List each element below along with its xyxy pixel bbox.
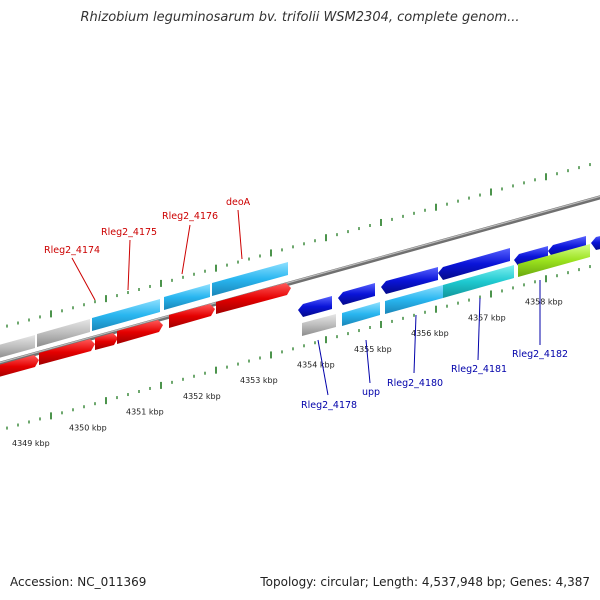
label-rleg2-4176[interactable]: Rleg2_4176 xyxy=(162,211,218,222)
cds-reverse-5[interactable] xyxy=(514,246,548,267)
kbp-label: 4355 kbp xyxy=(354,345,392,354)
reverse-cds-track xyxy=(298,235,600,317)
gene-grey-upper-2[interactable] xyxy=(37,319,90,347)
kbp-label: 4356 kbp xyxy=(411,329,449,338)
forward-cds-track xyxy=(0,283,291,378)
gene-rleg2-4182[interactable] xyxy=(518,244,590,277)
gene-rleg2-4178[interactable] xyxy=(302,314,336,336)
kbp-label: 4351 kbp xyxy=(126,408,164,417)
label-rleg2-4182[interactable]: Rleg2_4182 xyxy=(512,349,568,360)
label-rleg2-4175[interactable]: Rleg2_4175 xyxy=(101,227,157,238)
gene-rleg2-4176[interactable] xyxy=(164,284,210,310)
kbp-label: 4358 kbp xyxy=(525,298,563,307)
tick-row-bottom xyxy=(6,265,591,430)
label-upp[interactable]: upp xyxy=(362,387,380,398)
gene-labels-top: Rleg2_4174 Rleg2_4175 Rleg2_4176 deoA xyxy=(44,197,251,256)
cds-forward-2[interactable] xyxy=(39,339,95,365)
label-rleg2-4174[interactable]: Rleg2_4174 xyxy=(44,245,100,256)
cds-reverse-3[interactable] xyxy=(381,267,438,294)
label-rleg2-4181[interactable]: Rleg2_4181 xyxy=(451,364,507,375)
backbone xyxy=(0,195,600,366)
gene-grey-upper-1[interactable] xyxy=(0,335,35,359)
tick-row-top xyxy=(6,163,591,328)
kbp-labels: 4349 kbp 4350 kbp 4351 kbp 4352 kbp 4353 kbp… xyxy=(12,298,563,448)
cds-forward-1[interactable] xyxy=(0,355,39,378)
cds-reverse-1[interactable] xyxy=(298,296,332,317)
label-rleg2-4180[interactable]: Rleg2_4180 xyxy=(387,378,443,389)
cds-reverse-7[interactable] xyxy=(591,235,600,250)
cds-reverse-6[interactable] xyxy=(548,236,586,258)
gene-rleg2-4175[interactable] xyxy=(92,299,160,331)
cds-forward-5[interactable] xyxy=(169,304,215,328)
kbp-label: 4357 kbp xyxy=(468,313,506,322)
leader-lines xyxy=(71,209,541,396)
upper-gene-track xyxy=(0,262,288,359)
kbp-label: 4354 kbp xyxy=(297,361,335,370)
gene-labels-bottom: Rleg2_4178 upp Rleg2_4180 Rleg2_4181 Rle… xyxy=(301,349,568,411)
cds-forward-6[interactable] xyxy=(216,283,291,314)
kbp-label: 4353 kbp xyxy=(240,376,278,385)
gene-rleg2-4180[interactable] xyxy=(385,285,443,314)
kbp-label: 4352 kbp xyxy=(183,392,221,401)
lower-gene-track xyxy=(302,244,590,336)
label-rleg2-4178[interactable]: Rleg2_4178 xyxy=(301,400,357,411)
cds-forward-4[interactable] xyxy=(117,320,163,344)
cds-reverse-4[interactable] xyxy=(438,248,510,280)
gene-upp[interactable] xyxy=(342,302,380,326)
map-title: Rhizobium leguminosarum bv. trifolii WSM… xyxy=(80,10,520,25)
cds-forward-3[interactable] xyxy=(95,333,118,350)
gene-rleg2-4181[interactable] xyxy=(443,265,514,298)
kbp-label: 4350 kbp xyxy=(69,423,107,432)
gene-deoA[interactable] xyxy=(212,262,288,296)
genome-summary: Topology: circular; Length: 4,537,948 bp… xyxy=(260,575,590,589)
label-deoA[interactable]: deoA xyxy=(226,197,251,208)
accession-label: Accession: NC_011369 xyxy=(10,575,147,589)
cds-reverse-2[interactable] xyxy=(338,283,375,305)
kbp-label: 4349 kbp xyxy=(12,439,50,448)
